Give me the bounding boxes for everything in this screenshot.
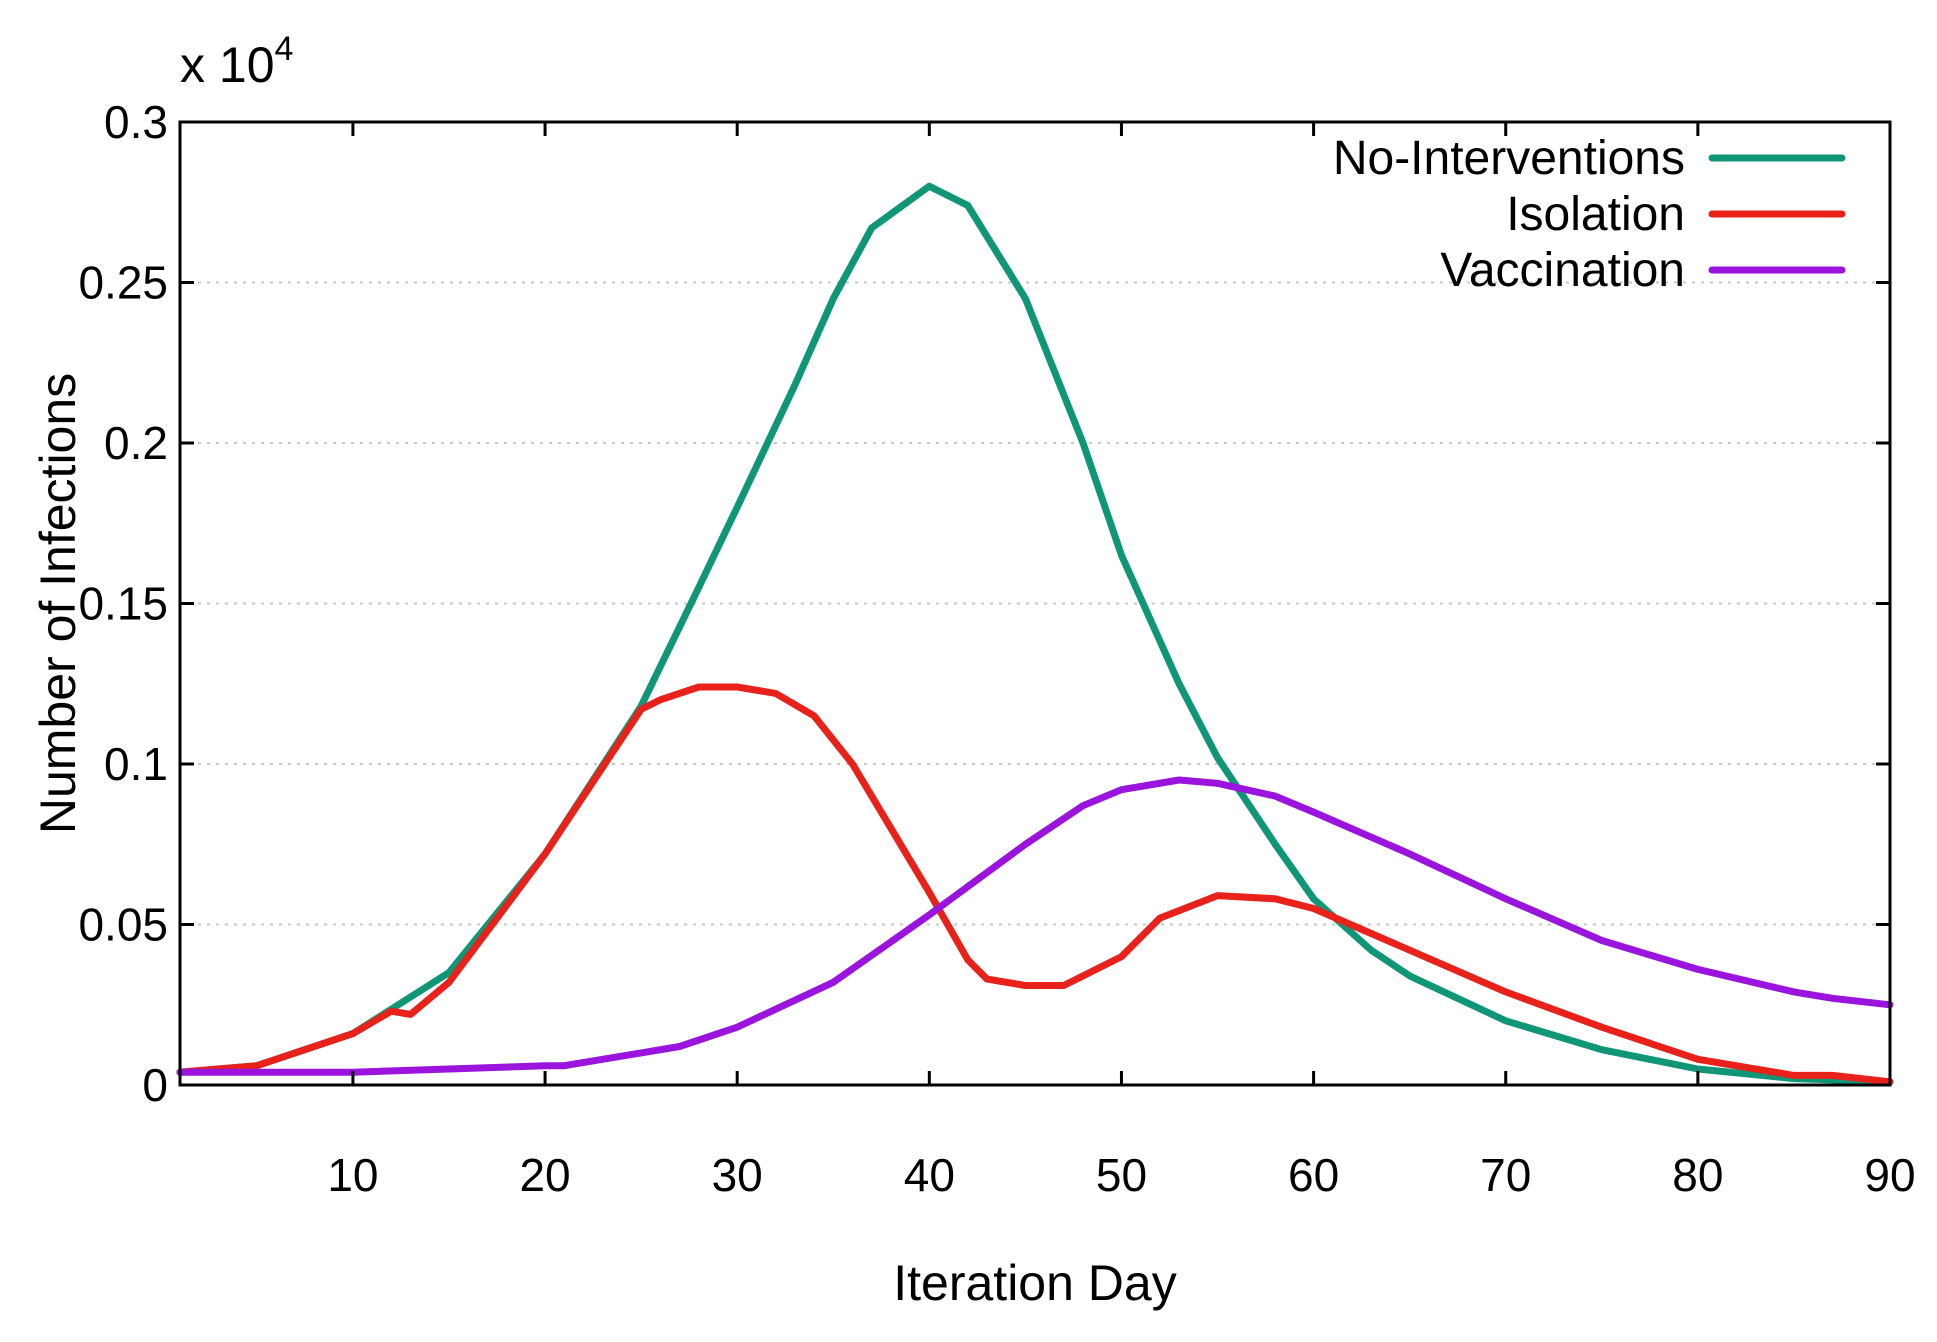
series-line-isolation: [176, 683, 1894, 1086]
x-tick-label: 10: [327, 1149, 378, 1201]
y-axis-multiplier: x 104: [180, 30, 293, 93]
x-axis-title: Iteration Day: [893, 1255, 1176, 1311]
x-tick-label: 90: [1864, 1149, 1915, 1201]
x-tick-label: 30: [712, 1149, 763, 1201]
x-tick-label: 40: [904, 1149, 955, 1201]
x-tick-label: 20: [519, 1149, 570, 1201]
x-tick-label: 80: [1672, 1149, 1723, 1201]
y-tick-label: 0.25: [78, 257, 168, 309]
y-tick-label: 0.3: [104, 96, 168, 148]
y-tick-label: 0.2: [104, 417, 168, 469]
legend-label-no-interventions: No-Interventions: [1333, 132, 1685, 185]
x-tick-label: 60: [1288, 1149, 1339, 1201]
y-tick-label: 0.1: [104, 738, 168, 790]
y-tick-label: 0.05: [78, 899, 168, 951]
y-axis-title: Number of Infections: [30, 373, 86, 834]
series-line-vaccination: [176, 776, 1894, 1076]
x-tick-label: 70: [1480, 1149, 1531, 1201]
y-multiplier-exponent: 4: [275, 30, 294, 68]
y-tick-label: 0: [142, 1059, 168, 1111]
x-tick-label: 50: [1096, 1149, 1147, 1201]
legend-label-vaccination: Vaccination: [1440, 244, 1685, 297]
grid: [180, 281, 1890, 926]
series-lines: [176, 182, 1894, 1086]
legend-label-isolation: Isolation: [1506, 188, 1685, 241]
y-multiplier-base: x 10: [180, 37, 275, 93]
y-tick-label: 0.15: [78, 578, 168, 630]
axis-ticks: 0 0.05 0.1 0.15 0.2 0.25 0.3 10 20 30 40 50 60 70 80 90: [78, 96, 1915, 1201]
